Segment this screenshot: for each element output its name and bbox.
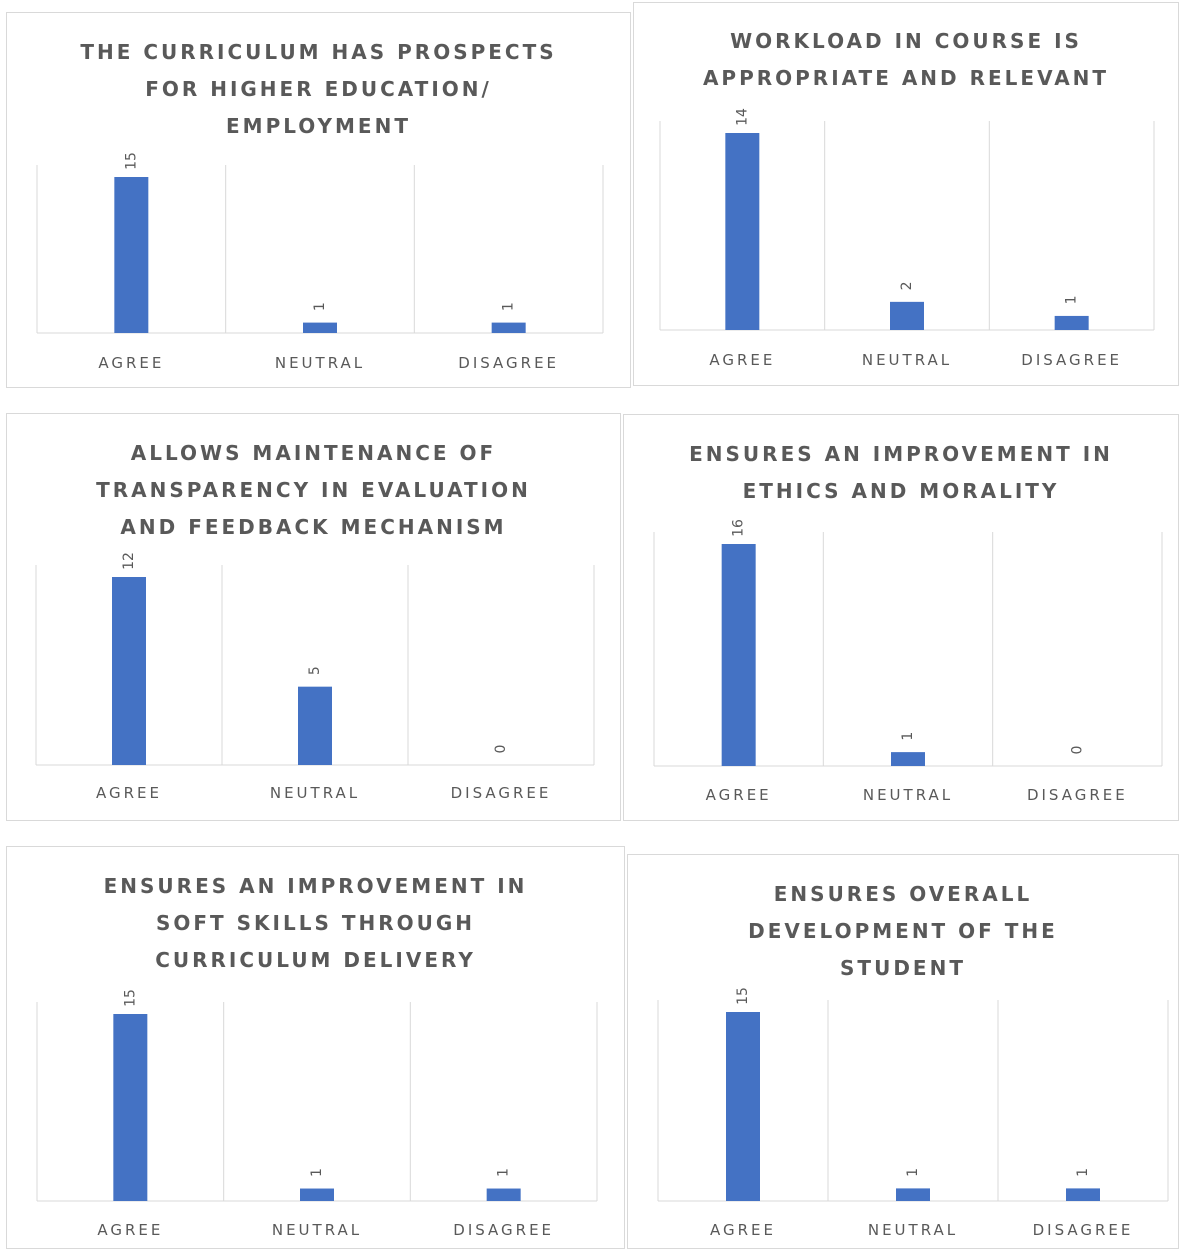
data-label: 14 xyxy=(734,108,750,126)
bar-chart: 15 AGREE 1 NEUTRAL 1 DISAGREE xyxy=(36,989,598,1239)
bar-disagree xyxy=(491,322,526,333)
chart-panel-3: ALLOWS MAINTENANCE OF TRANSPARENCY IN EV… xyxy=(6,413,621,821)
chart-title-line: CURRICULUM DELIVERY xyxy=(155,948,476,972)
chart-title: ENSURES AN IMPROVEMENT IN SOFT SKILLS TH… xyxy=(7,868,624,979)
bar-neutral xyxy=(891,752,925,766)
bar-chart: 12 AGREE 5 NEUTRAL 0 DISAGREE xyxy=(35,552,595,802)
category-label: NEUTRAL xyxy=(275,354,365,372)
bar-disagree xyxy=(486,1188,521,1201)
chart-panel-6: ENSURES OVERALL DEVELOPMENT OF THE STUDE… xyxy=(627,854,1179,1249)
category-label: NEUTRAL xyxy=(272,1221,362,1239)
category-label: DISAGREE xyxy=(453,1221,554,1239)
chart-panel-4: ENSURES AN IMPROVEMENT IN ETHICS AND MOR… xyxy=(623,414,1179,821)
chart-title-line: ENSURES AN IMPROVEMENT IN xyxy=(103,874,528,898)
category-label: DISAGREE xyxy=(1021,351,1122,369)
bar-agree xyxy=(112,577,146,765)
bar-chart: 14 AGREE 2 NEUTRAL 1 DISAGREE xyxy=(659,108,1155,369)
chart-title-line: AND FEEDBACK MECHANISM xyxy=(120,515,507,539)
bar-disagree xyxy=(1066,1188,1100,1201)
chart-panel-2: WORKLOAD IN COURSE IS APPROPRIATE AND RE… xyxy=(633,2,1179,386)
bar-disagree xyxy=(1054,315,1089,330)
chart-title: ALLOWS MAINTENANCE OF TRANSPARENCY IN EV… xyxy=(7,435,620,546)
category-label: AGREE xyxy=(96,784,162,802)
chart-title: ENSURES AN IMPROVEMENT IN ETHICS AND MOR… xyxy=(624,436,1178,510)
data-label: 5 xyxy=(307,666,323,675)
category-label: NEUTRAL xyxy=(863,786,953,804)
bar-chart: 15 AGREE 1 NEUTRAL 1 DISAGREE xyxy=(657,987,1169,1239)
category-label: NEUTRAL xyxy=(868,1221,958,1239)
data-label: 1 xyxy=(1075,1168,1091,1177)
bar-neutral xyxy=(298,686,332,765)
bar-chart: 15 AGREE 1 NEUTRAL 1 DISAGREE xyxy=(36,152,604,372)
category-label: AGREE xyxy=(97,1221,163,1239)
chart-title-line: ALLOWS MAINTENANCE OF xyxy=(130,441,497,465)
bar-neutral xyxy=(303,322,337,333)
chart-title-line: FOR HIGHER EDUCATION/ xyxy=(145,77,492,101)
chart-title-line: EMPLOYMENT xyxy=(226,114,411,138)
data-label: 1 xyxy=(496,1168,512,1177)
bar-agree xyxy=(721,544,756,766)
data-label: 1 xyxy=(1064,295,1080,304)
category-label: DISAGREE xyxy=(1033,1221,1134,1239)
bar-neutral xyxy=(896,1188,930,1201)
category-label: AGREE xyxy=(98,354,164,372)
data-label: 1 xyxy=(905,1168,921,1177)
chart-title-line: ETHICS AND MORALITY xyxy=(742,479,1060,503)
data-label: 2 xyxy=(899,281,915,290)
data-label: 12 xyxy=(121,552,137,570)
chart-panel-5: ENSURES AN IMPROVEMENT IN SOFT SKILLS TH… xyxy=(6,846,625,1249)
chart-title-line: APPROPRIATE AND RELEVANT xyxy=(702,66,1110,90)
chart-title-line: THE CURRICULUM HAS PROSPECTS xyxy=(80,40,557,64)
bar-agree xyxy=(113,1014,148,1201)
chart-panel-1: THE CURRICULUM HAS PROSPECTS FOR HIGHER … xyxy=(6,12,631,388)
chart-title-line: ENSURES AN IMPROVEMENT IN xyxy=(689,442,1113,466)
bar-neutral xyxy=(890,301,924,330)
chart-title: THE CURRICULUM HAS PROSPECTS FOR HIGHER … xyxy=(7,34,630,145)
chart-title: WORKLOAD IN COURSE IS APPROPRIATE AND RE… xyxy=(634,23,1178,97)
chart-title: ENSURES OVERALL DEVELOPMENT OF THE STUDE… xyxy=(628,876,1178,987)
data-label: 1 xyxy=(312,302,328,311)
category-label: NEUTRAL xyxy=(270,784,360,802)
data-label: 0 xyxy=(1069,746,1085,755)
chart-title-line: WORKLOAD IN COURSE IS xyxy=(730,29,1082,53)
category-label: DISAGREE xyxy=(1027,786,1128,804)
data-label: 15 xyxy=(122,989,138,1007)
chart-title-line: SOFT SKILLS THROUGH xyxy=(155,911,476,935)
category-label: AGREE xyxy=(709,351,775,369)
chart-title-line: STUDENT xyxy=(840,956,966,980)
category-label: NEUTRAL xyxy=(862,351,952,369)
data-label: 16 xyxy=(731,519,747,537)
bar-chart: 16 AGREE 1 NEUTRAL 0 DISAGREE xyxy=(653,519,1163,804)
data-label: 0 xyxy=(493,745,509,754)
chart-title-line: DEVELOPMENT OF THE xyxy=(748,919,1058,943)
data-label: 1 xyxy=(309,1168,325,1177)
bar-agree xyxy=(725,133,760,330)
data-label: 15 xyxy=(735,987,751,1005)
data-label: 15 xyxy=(123,152,139,170)
data-label: 1 xyxy=(501,302,517,311)
category-label: AGREE xyxy=(710,1221,776,1239)
category-label: DISAGREE xyxy=(451,784,552,802)
category-label: AGREE xyxy=(706,786,772,804)
chart-title-line: TRANSPARENCY IN EVALUATION xyxy=(96,478,531,502)
data-label: 1 xyxy=(900,732,916,741)
chart-title-line: ENSURES OVERALL xyxy=(773,882,1033,906)
bar-agree xyxy=(726,1012,760,1201)
bar-neutral xyxy=(300,1188,334,1201)
bar-agree xyxy=(114,177,149,333)
category-label: DISAGREE xyxy=(458,354,559,372)
